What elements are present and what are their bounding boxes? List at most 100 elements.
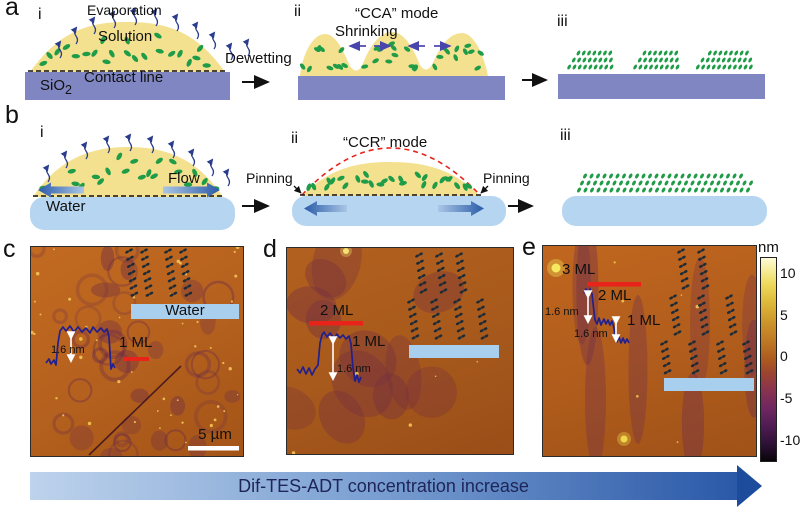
inset-molecule (182, 277, 191, 283)
inset-molecule (141, 255, 149, 261)
flow-arrow-right (163, 182, 220, 198)
afm-speck (434, 375, 437, 378)
molecule (722, 64, 727, 70)
afm-domain (100, 447, 123, 456)
molecule (596, 173, 600, 179)
molecule (718, 50, 723, 56)
molecule (671, 180, 675, 186)
molecule (649, 64, 653, 70)
inset-molecule (436, 266, 445, 272)
ccr-arc (301, 147, 481, 196)
inset-molecule (459, 288, 468, 294)
molecule (399, 181, 407, 186)
inset-molecule (417, 274, 426, 280)
molecule (581, 50, 586, 56)
molecule (628, 173, 633, 179)
afm-domain (224, 390, 241, 403)
molecule (675, 64, 680, 70)
inset-molecule (699, 270, 708, 276)
inset-molecule (680, 277, 689, 283)
inset-molecule (672, 323, 681, 329)
panel-c-label: c (3, 235, 16, 263)
molecule (695, 64, 700, 70)
molecule (432, 181, 438, 190)
inset-molecule (433, 327, 442, 333)
afm-texture (547, 246, 756, 456)
crack-line (88, 365, 182, 456)
panel-a-label: a (5, 0, 19, 21)
monolayer-label-c: 1 ML (119, 334, 153, 351)
afm-speck (176, 399, 179, 402)
inset-molecule (670, 308, 679, 314)
afm-speck (79, 337, 83, 341)
molecule (102, 59, 111, 65)
flow-arrow-left (38, 182, 84, 198)
evaporation-label: Evaporation (87, 2, 162, 18)
afm-speck (95, 339, 98, 342)
afm-domain-edge (126, 320, 151, 345)
molecule (602, 173, 607, 179)
colorbar-tick-label: 0 (780, 348, 788, 364)
molecule (726, 173, 730, 179)
pinning-right-label: Pinning (483, 170, 530, 186)
inset-molecule (436, 259, 444, 265)
molecule (711, 64, 716, 70)
evaporation-arrow (150, 8, 159, 27)
molecule (609, 57, 613, 63)
inset-molecule (728, 323, 737, 329)
afm-speck (196, 320, 199, 324)
molecule (743, 57, 747, 63)
molecule (390, 45, 397, 51)
molecule (67, 168, 76, 174)
evaporation-arrow (80, 141, 89, 160)
afm-speck (117, 379, 121, 384)
inset-molecule (725, 294, 733, 300)
substrate-a3 (558, 74, 765, 99)
evaporation-arrow (108, 10, 117, 29)
afm-speck (234, 274, 238, 278)
inset-molecule (477, 305, 485, 311)
afm-domain (97, 320, 123, 344)
molecule (414, 171, 422, 179)
molecule (669, 50, 673, 56)
inset-molecule (678, 262, 687, 268)
molecular-stack-inset (125, 248, 193, 297)
molecule (713, 50, 717, 56)
afm-speck (68, 297, 72, 301)
molecule (391, 52, 399, 58)
molecule (700, 57, 705, 63)
molecule (655, 187, 659, 193)
step-a-ii-label: ii (294, 3, 302, 20)
inset-molecule (419, 288, 428, 294)
afm-domain (311, 248, 362, 301)
afm-domain-edge (190, 349, 221, 380)
molecule (432, 63, 438, 71)
molecule (635, 173, 639, 179)
inset-molecule (411, 334, 420, 340)
molecule (608, 50, 613, 56)
inset-molecule (453, 298, 461, 304)
inset-molecule (141, 262, 150, 268)
inset-molecule (691, 369, 700, 375)
inset-molecule (700, 323, 709, 329)
inset-molecule (418, 281, 427, 287)
evaporation-arrow (171, 13, 180, 32)
afm-speck (181, 322, 184, 325)
afm-domain-edge (75, 273, 109, 307)
molecule (54, 48, 61, 56)
inset-molecule (408, 312, 417, 318)
molecule (663, 50, 668, 56)
inset-molecule (717, 354, 726, 360)
molecule (201, 177, 208, 186)
afm-speck (213, 418, 217, 422)
molecule (674, 173, 678, 179)
afm-speck (130, 371, 133, 373)
molecule (743, 64, 748, 70)
afm-speck (31, 330, 34, 335)
molecule-scatter (306, 170, 473, 192)
inset-molecule (476, 298, 484, 304)
afm-domain-edge (67, 377, 93, 403)
afm-image-e: 3 ML 2 ML 1 ML 1.6 nm 1.6 nm (542, 245, 757, 457)
inset-molecule (717, 347, 725, 353)
